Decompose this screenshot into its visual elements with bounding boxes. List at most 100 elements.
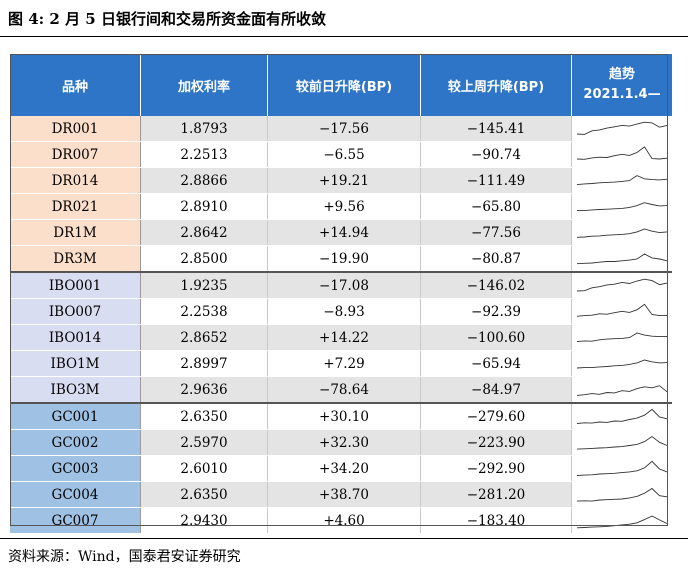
trend-sparkline bbox=[576, 384, 668, 396]
day-change-cell: +4.60 bbox=[267, 507, 421, 534]
rate-cell: 2.8910 bbox=[140, 193, 268, 220]
trend-sparkline bbox=[576, 332, 667, 342]
trend-sparkline bbox=[576, 121, 668, 135]
trend-sparkline bbox=[576, 460, 668, 476]
trend-sparkline bbox=[576, 228, 668, 238]
table-row: DR001 1.8793 −17.56 −145.41 bbox=[10, 116, 672, 142]
table-row: IBO007 2.2538 −8.93 −92.39 bbox=[10, 298, 672, 325]
trend-cell bbox=[571, 429, 672, 456]
trend-cell bbox=[571, 507, 672, 534]
trend-sparkline bbox=[576, 145, 668, 160]
product-name-cell: IBO007 bbox=[10, 298, 141, 325]
product-name-cell: IBO1M bbox=[10, 350, 141, 377]
table-row: IBO1M 2.8997 +7.29 −65.94 bbox=[10, 350, 672, 377]
trend-sparkline bbox=[576, 303, 667, 317]
sparkline-path bbox=[576, 228, 668, 238]
week-change-cell: −65.94 bbox=[420, 350, 572, 377]
week-change-cell: −65.80 bbox=[420, 193, 572, 220]
header-trend-start-date: 2021.1.4— bbox=[583, 87, 661, 102]
product-name-cell: DR014 bbox=[10, 167, 141, 194]
table-row: GC007 2.9430 +4.60 −183.40 bbox=[10, 507, 672, 534]
trend-cell bbox=[571, 324, 672, 351]
trend-cell bbox=[571, 298, 672, 325]
product-name-cell: DR1M bbox=[10, 219, 141, 246]
header-week-change: 较上周升降(BP) bbox=[420, 54, 572, 116]
product-name-cell: GC003 bbox=[10, 455, 141, 482]
day-change-cell: +14.94 bbox=[267, 219, 421, 246]
sparkline-path bbox=[576, 121, 668, 135]
trend-sparkline bbox=[576, 487, 668, 502]
funding-rates-table: 品种 加权利率 较前日升降(BP) 较上周升降(BP) 趋势 2021.1.4—… bbox=[10, 54, 672, 534]
table-row: GC002 2.5970 +32.30 −223.90 bbox=[10, 429, 672, 456]
table-row: DR007 2.2513 −6.55 −90.74 bbox=[10, 141, 672, 168]
table-row: DR021 2.8910 +9.56 −65.80 bbox=[10, 193, 672, 220]
sparkline-path bbox=[576, 174, 668, 185]
rate-cell: 2.8866 bbox=[140, 167, 268, 194]
header-product: 品种 bbox=[10, 54, 141, 116]
table-row: IBO014 2.8652 +14.22 −100.60 bbox=[10, 324, 672, 351]
sparkline-path bbox=[576, 278, 668, 291]
day-change-cell: +30.10 bbox=[267, 402, 421, 430]
table-row: IBO001 1.9235 −17.08 −146.02 bbox=[10, 271, 672, 299]
week-change-cell: −90.74 bbox=[420, 141, 572, 168]
table-row: DR014 2.8866 +19.21 −111.49 bbox=[10, 167, 672, 194]
rate-cell: 1.8793 bbox=[140, 116, 268, 142]
week-change-cell: −281.20 bbox=[420, 481, 572, 508]
product-name-cell: DR021 bbox=[10, 193, 141, 220]
week-change-cell: −292.90 bbox=[420, 455, 572, 482]
day-change-cell: −17.08 bbox=[267, 271, 421, 299]
trend-cell bbox=[571, 141, 672, 168]
trend-sparkline bbox=[576, 278, 668, 291]
trend-cell bbox=[571, 402, 672, 430]
footer-divider bbox=[0, 538, 688, 539]
trend-cell bbox=[571, 193, 672, 220]
sparkline-path bbox=[576, 359, 668, 368]
day-change-cell: +32.30 bbox=[267, 429, 421, 456]
trend-cell bbox=[571, 376, 672, 404]
sparkline-path bbox=[576, 487, 668, 502]
sparkline-path bbox=[577, 201, 668, 211]
table-row: GC001 2.6350 +30.10 −279.60 bbox=[10, 402, 672, 430]
trend-cell bbox=[571, 455, 672, 482]
trend-cell bbox=[571, 271, 672, 299]
rate-cell: 2.8997 bbox=[140, 350, 268, 377]
header-row: 品种 加权利率 较前日升降(BP) 较上周升降(BP) 趋势 2021.1.4— bbox=[10, 54, 672, 116]
rate-cell: 2.8500 bbox=[140, 245, 268, 273]
week-change-cell: −223.90 bbox=[420, 429, 572, 456]
sparkline-path bbox=[576, 460, 668, 476]
product-name-cell: GC001 bbox=[10, 402, 141, 430]
table-row: DR1M 2.8642 +14.94 −77.56 bbox=[10, 219, 672, 246]
rate-cell: 2.9430 bbox=[140, 507, 268, 534]
week-change-cell: −279.60 bbox=[420, 402, 572, 430]
sparkline-path bbox=[576, 514, 668, 528]
trend-sparkline bbox=[576, 359, 668, 368]
trend-cell bbox=[571, 245, 672, 273]
table-row: IBO3M 2.9636 −78.64 −84.97 bbox=[10, 376, 672, 404]
rate-cell: 2.9636 bbox=[140, 376, 268, 404]
week-change-cell: −100.60 bbox=[420, 324, 572, 351]
day-change-cell: −78.64 bbox=[267, 376, 421, 404]
week-change-cell: −145.41 bbox=[420, 116, 572, 142]
week-change-cell: −77.56 bbox=[420, 219, 572, 246]
rate-cell: 2.6350 bbox=[140, 481, 268, 508]
trend-cell bbox=[571, 219, 672, 246]
product-name-cell: IBO001 bbox=[10, 271, 141, 299]
week-change-cell: −84.97 bbox=[420, 376, 572, 404]
trend-cell bbox=[571, 116, 672, 142]
sparkline-path bbox=[576, 384, 668, 396]
table-body: DR001 1.8793 −17.56 −145.41 DR007 2.2513 −6.55… bbox=[10, 116, 672, 534]
header-weighted-rate: 加权利率 bbox=[140, 54, 268, 116]
day-change-cell: +14.22 bbox=[267, 324, 421, 351]
product-name-cell: GC007 bbox=[10, 507, 141, 534]
week-change-cell: −183.40 bbox=[420, 507, 572, 534]
header-day-change: 较前日升降(BP) bbox=[267, 54, 421, 116]
trend-cell bbox=[571, 167, 672, 194]
day-change-cell: +7.29 bbox=[267, 350, 421, 377]
product-name-cell: IBO014 bbox=[10, 324, 141, 351]
figure-title: 图 4: 2 月 5 日银行间和交易所资金面有所收敛 bbox=[8, 10, 326, 28]
table-row: GC004 2.6350 +38.70 −281.20 bbox=[10, 481, 672, 508]
trend-sparkline bbox=[576, 435, 668, 450]
rate-cell: 2.6350 bbox=[140, 402, 268, 430]
sparkline-path bbox=[576, 145, 668, 160]
day-change-cell: −8.93 bbox=[267, 298, 421, 325]
